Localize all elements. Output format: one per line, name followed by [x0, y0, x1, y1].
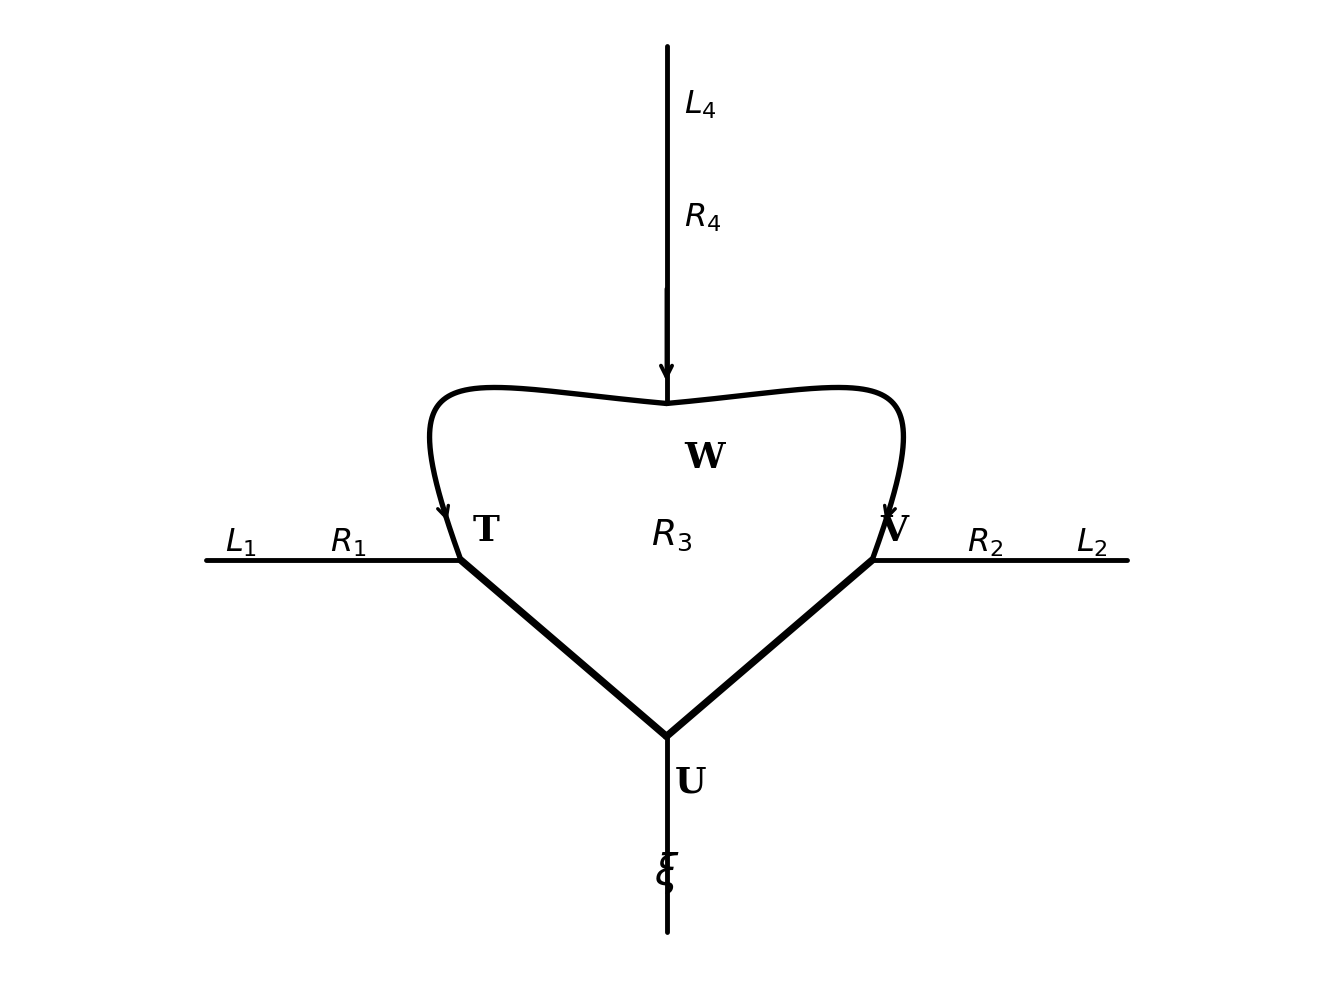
- Text: $L_4$: $L_4$: [684, 88, 717, 121]
- Text: $R_3$: $R_3$: [651, 518, 692, 553]
- Text: $L_1$: $L_1$: [224, 526, 256, 559]
- Text: T: T: [473, 514, 500, 548]
- Text: $\xi$: $\xi$: [653, 850, 680, 897]
- Text: $R_4$: $R_4$: [684, 202, 721, 233]
- Text: $L_2$: $L_2$: [1077, 526, 1108, 559]
- Text: $R_1$: $R_1$: [331, 526, 367, 559]
- Text: V: V: [880, 514, 908, 548]
- Text: $R_2$: $R_2$: [966, 526, 1002, 559]
- Text: W: W: [684, 441, 725, 475]
- Text: U: U: [674, 766, 706, 799]
